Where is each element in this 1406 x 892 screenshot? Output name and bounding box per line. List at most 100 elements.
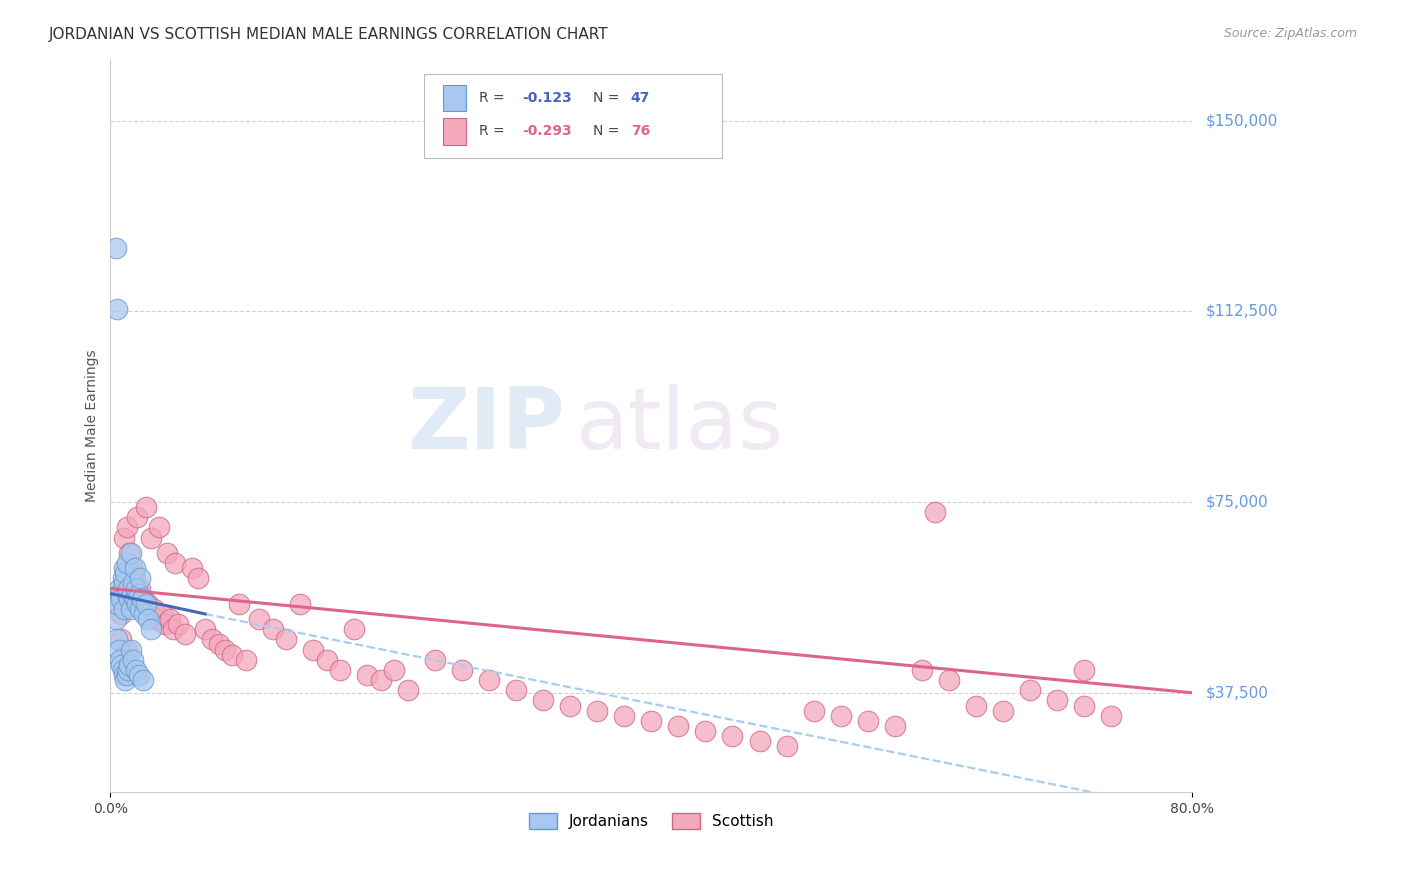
Point: [129, 602, 152, 616]
Point: [107, 582, 129, 596]
Point: [118, 546, 141, 560]
Point: [108, 653, 131, 667]
Point: [112, 602, 135, 616]
Point: [129, 571, 152, 585]
Point: [613, 708, 636, 723]
Point: [830, 708, 852, 723]
Point: [135, 597, 157, 611]
Point: [384, 663, 406, 677]
Point: [110, 632, 132, 647]
Point: [262, 622, 284, 636]
Point: [1046, 693, 1069, 707]
Point: [135, 500, 157, 515]
Bar: [443, 85, 467, 111]
FancyBboxPatch shape: [425, 74, 721, 159]
Point: [640, 714, 662, 728]
Point: [142, 602, 165, 616]
Point: [114, 673, 136, 687]
Point: [125, 582, 148, 596]
Point: [666, 719, 689, 733]
Point: [105, 632, 128, 647]
Point: [201, 632, 224, 647]
Point: [127, 597, 149, 611]
Point: [111, 663, 134, 677]
Point: [883, 719, 905, 733]
Point: [288, 597, 311, 611]
Point: [104, 612, 127, 626]
Point: [139, 622, 162, 636]
Point: [105, 597, 128, 611]
Text: $75,000: $75,000: [1206, 494, 1268, 509]
Point: [173, 627, 195, 641]
Point: [112, 668, 135, 682]
Point: [148, 520, 170, 534]
Point: [125, 663, 148, 677]
Point: [1073, 698, 1095, 713]
Point: [180, 561, 202, 575]
Point: [748, 734, 770, 748]
Point: [136, 597, 159, 611]
Point: [115, 520, 138, 534]
Point: [145, 612, 167, 626]
Bar: [443, 118, 467, 145]
Point: [1073, 663, 1095, 677]
Y-axis label: Median Male Earnings: Median Male Earnings: [86, 350, 100, 502]
Point: [132, 673, 155, 687]
Text: 47: 47: [631, 91, 650, 104]
Point: [118, 657, 141, 672]
Point: [129, 582, 152, 596]
Point: [150, 607, 173, 621]
Point: [991, 704, 1014, 718]
Point: [396, 683, 419, 698]
Point: [122, 576, 145, 591]
Text: -0.123: -0.123: [523, 91, 572, 104]
Point: [115, 668, 138, 682]
Text: JORDANIAN VS SCOTTISH MEDIAN MALE EARNINGS CORRELATION CHART: JORDANIAN VS SCOTTISH MEDIAN MALE EARNIN…: [49, 27, 609, 42]
Point: [120, 602, 142, 616]
Point: [153, 617, 176, 632]
Text: R =: R =: [479, 91, 509, 104]
Point: [104, 597, 127, 611]
Text: $112,500: $112,500: [1206, 304, 1278, 318]
Text: $37,500: $37,500: [1206, 685, 1270, 700]
Point: [207, 638, 229, 652]
Point: [134, 607, 156, 621]
Point: [721, 729, 744, 743]
Text: R =: R =: [479, 124, 509, 137]
Point: [235, 653, 257, 667]
Point: [105, 301, 128, 316]
Point: [131, 591, 153, 606]
Point: [505, 683, 527, 698]
Point: [315, 653, 337, 667]
Point: [108, 586, 131, 600]
Point: [110, 657, 132, 672]
Point: [107, 642, 129, 657]
Point: [560, 698, 582, 713]
Point: [965, 698, 987, 713]
Point: [112, 576, 135, 591]
Point: [124, 561, 146, 575]
Point: [120, 642, 142, 657]
Point: [112, 561, 135, 575]
Point: [121, 561, 143, 575]
Point: [356, 668, 378, 682]
Point: [228, 597, 250, 611]
Point: [124, 591, 146, 606]
Point: [187, 571, 209, 585]
Point: [139, 531, 162, 545]
Point: [115, 642, 138, 657]
Point: [111, 571, 134, 585]
Point: [132, 591, 155, 606]
Point: [167, 617, 190, 632]
Point: [478, 673, 501, 687]
Point: [121, 586, 143, 600]
Point: [128, 668, 150, 682]
Point: [122, 653, 145, 667]
Point: [127, 510, 149, 524]
Point: [165, 556, 187, 570]
Text: N =: N =: [593, 91, 624, 104]
Point: [110, 591, 132, 606]
Text: $150,000: $150,000: [1206, 113, 1278, 128]
Text: Source: ZipAtlas.com: Source: ZipAtlas.com: [1223, 27, 1357, 40]
Point: [124, 571, 146, 585]
